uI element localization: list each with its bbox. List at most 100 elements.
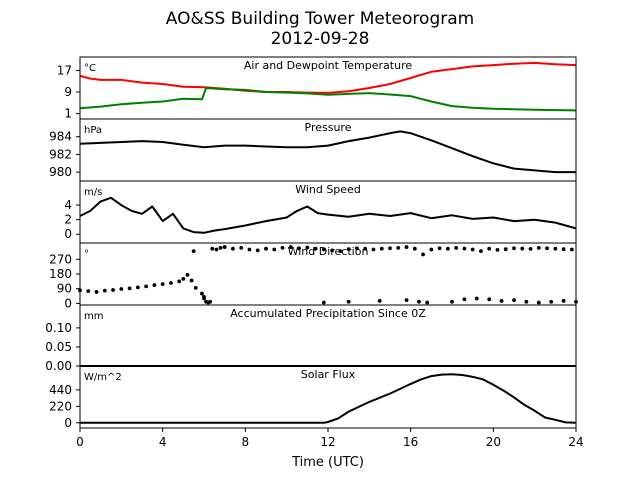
wind-speed-title: Wind Speed <box>295 183 361 196</box>
temperature-ytick-label: 9 <box>64 85 72 99</box>
panel-precipitation: 0.00 0.05 0.10 mm Accumulated Precipitation … <box>45 304 577 373</box>
x-tick-label: 12 <box>320 435 335 449</box>
wind-direction-point <box>503 247 508 252</box>
wind-direction-point <box>135 285 140 290</box>
x-tick-label: 24 <box>568 435 583 449</box>
precipitation-ytick-label: 0.10 <box>45 321 72 335</box>
wind-direction-point <box>536 300 541 305</box>
figure-date: 2012-09-28 <box>271 29 370 49</box>
wind-direction-point <box>239 245 244 250</box>
precipitation-ytick-label: 0.00 <box>45 359 72 373</box>
wind-direction-point <box>321 300 326 305</box>
wind-direction-unit: ° <box>84 249 89 260</box>
wind-direction-point <box>288 245 293 249</box>
wind-speed-unit: m/s <box>84 187 102 198</box>
wind-direction-point <box>512 298 516 303</box>
temperature-series-0 <box>79 61 577 94</box>
wind-direction-point <box>462 297 467 302</box>
pressure-ytick-label: 980 <box>49 165 72 179</box>
wind-direction-point <box>499 299 504 303</box>
wind-direction-point <box>330 248 335 253</box>
precipitation-unit: mm <box>84 311 103 322</box>
temperature-unit: °C <box>84 63 96 74</box>
wind-direction-point <box>561 247 566 252</box>
wind-direction-point <box>200 291 204 296</box>
wind-direction-point <box>404 298 409 303</box>
wind-direction-point <box>218 245 223 250</box>
wind-direction-point <box>388 246 392 251</box>
wind-direction-point <box>371 247 376 252</box>
wind-direction-point <box>346 247 351 252</box>
wind-direction-point <box>189 278 194 283</box>
wind-direction-point <box>231 246 235 251</box>
wind-direction-point <box>111 288 115 292</box>
x-tick-label: 8 <box>242 435 250 449</box>
panel-wind-speed: 024 m/s Wind Speed <box>64 180 577 244</box>
x-tick-label: 4 <box>159 435 167 449</box>
wind-direction-point <box>520 246 525 251</box>
solar-flux-title: Solar Flux <box>301 368 356 381</box>
wind-direction-point <box>536 245 541 250</box>
wind-direction-point <box>528 246 533 251</box>
wind-direction-point <box>255 248 260 253</box>
wind-direction-point <box>417 299 421 304</box>
wind-direction-points <box>78 245 578 305</box>
panel-pressure: 980 982 984 hPa Pressure <box>49 118 577 182</box>
precipitation-title: Accumulated Precipitation Since 0Z <box>230 307 426 320</box>
wind-direction-point <box>247 247 252 252</box>
wind-direction-point <box>487 297 492 302</box>
wind-direction-ytick-label: 180 <box>49 267 72 281</box>
wind-direction-point <box>94 290 99 294</box>
temperature-ytick-label: 1 <box>64 107 72 121</box>
x-tick-label: 0 <box>76 435 84 449</box>
wind-direction-point <box>421 252 425 257</box>
wind-speed-ytick-label: 4 <box>64 198 72 212</box>
wind-direction-point <box>321 247 326 252</box>
wind-direction-point <box>487 246 492 251</box>
x-axis: 0 4 8 12 16 20 24 <box>76 428 584 449</box>
temperature-series-1 <box>79 87 577 112</box>
wind-direction-point <box>474 296 479 301</box>
wind-direction-ytick-label: 270 <box>49 252 72 266</box>
x-tick-label: 16 <box>403 435 418 449</box>
wind-direction-point <box>313 246 318 251</box>
wind-direction-point <box>102 288 107 293</box>
wind-direction-point <box>396 245 401 250</box>
temperature-title: Air and Dewpoint Temperature <box>244 59 412 72</box>
wind-direction-point <box>553 246 558 251</box>
wind-direction-point <box>152 283 157 287</box>
wind-direction-point <box>210 246 215 251</box>
wind-direction-point <box>445 246 450 251</box>
wind-direction-point <box>202 294 206 299</box>
wind-direction-point <box>338 249 343 254</box>
x-tick-label: 20 <box>486 435 501 449</box>
wind-direction-point <box>208 299 213 304</box>
panels: 1 9 17 °C Air and Dewpoint Temperature 980 982… <box>45 56 578 430</box>
solar-flux-unit: W/m^2 <box>84 372 122 383</box>
wind-direction-point <box>297 246 301 251</box>
wind-direction-point <box>214 247 219 252</box>
wind-direction-point <box>377 299 382 303</box>
wind-direction-point <box>193 285 198 290</box>
wind-direction-ytick-label: 0 <box>64 296 72 310</box>
wind-direction-point <box>412 246 417 251</box>
wind-direction-point <box>429 247 434 252</box>
wind-direction-point <box>272 247 277 252</box>
wind-direction-point <box>512 246 516 251</box>
wind-direction-point <box>169 281 173 285</box>
wind-direction-point <box>144 284 149 289</box>
panel-solar-flux: 0 220 440 W/m^2 Solar Flux <box>49 365 577 430</box>
solar-flux-ytick-label: 220 <box>49 399 72 413</box>
wind-direction-point <box>404 245 409 249</box>
wind-direction-point <box>437 246 442 251</box>
wind-direction-point <box>127 286 132 291</box>
solar-flux-ytick-label: 0 <box>64 416 72 430</box>
x-axis-label: Time (UTC) <box>291 455 364 470</box>
wind-direction-point <box>524 299 529 304</box>
wind-direction-point <box>363 246 368 251</box>
wind-speed-ytick-label: 2 <box>64 213 72 227</box>
pressure-ytick-label: 984 <box>49 130 72 144</box>
wind-direction-point <box>346 299 351 304</box>
wind-direction-point <box>462 246 467 251</box>
